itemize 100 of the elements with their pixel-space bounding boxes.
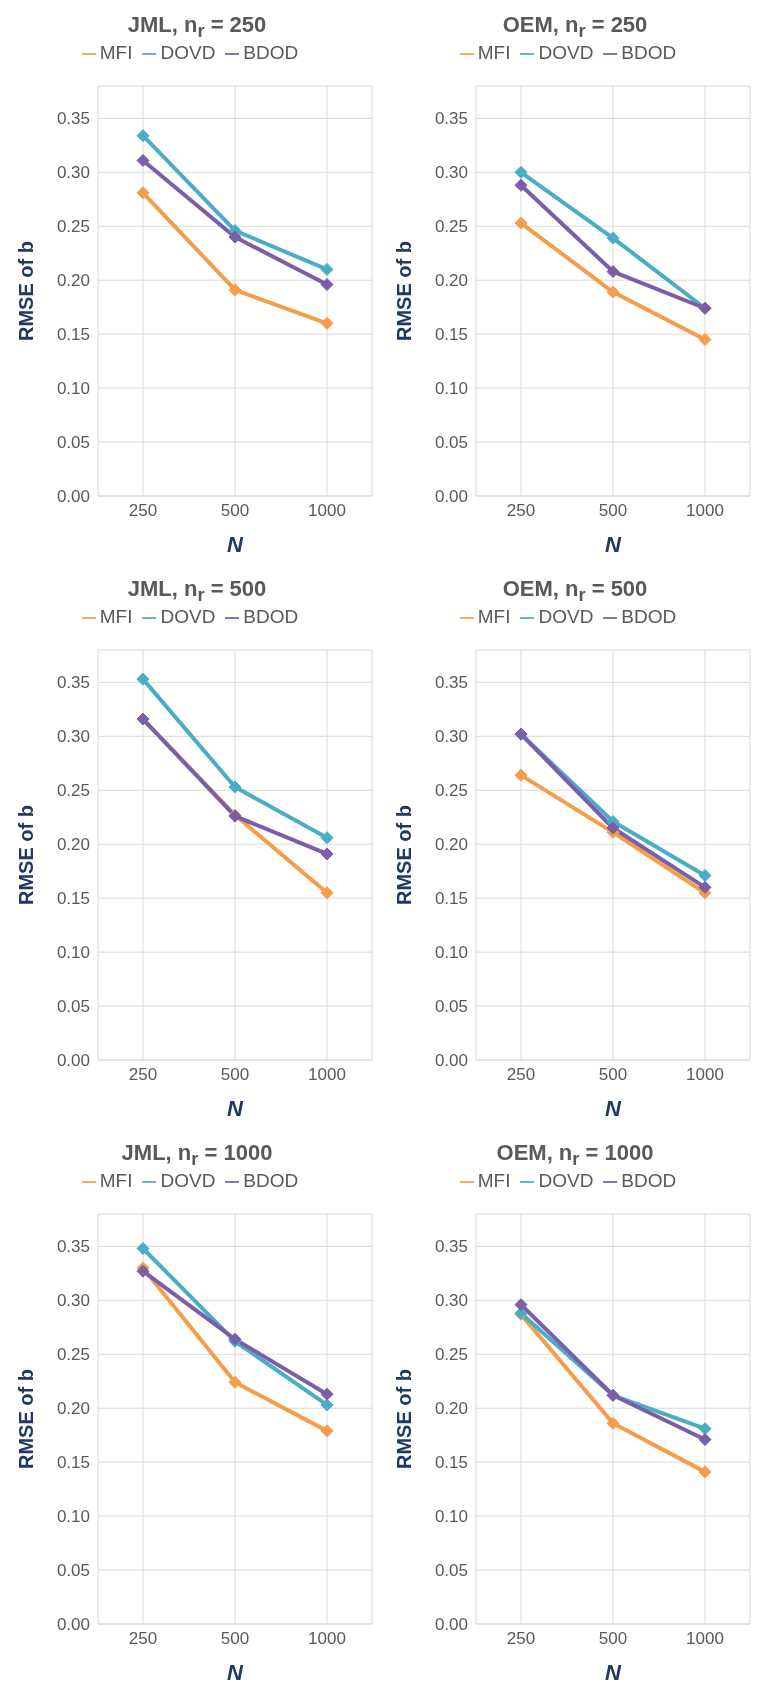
x-tick-label: 250 <box>506 1629 536 1649</box>
y-tick-label: 0.25 <box>434 1345 468 1365</box>
x-tick-label: 500 <box>598 1629 628 1649</box>
y-tick-label: 0.35 <box>434 109 468 129</box>
y-tick-label: 0.00 <box>434 1615 468 1635</box>
y-tick-label: 0.25 <box>56 781 90 801</box>
y-tick-label: 0.00 <box>56 1615 90 1635</box>
y-tick-label: 0.15 <box>434 1453 468 1473</box>
x-tick-label: 500 <box>220 501 250 521</box>
x-tick-label: 500 <box>598 1065 628 1085</box>
y-tick-label: 0.10 <box>56 1507 90 1527</box>
legend-label: MFI <box>477 1170 511 1191</box>
legend-label: BDOD <box>243 606 299 627</box>
y-tick-label: 0.15 <box>434 325 468 345</box>
x-tick-label: 250 <box>506 501 536 521</box>
y-tick-label: 0.30 <box>56 163 90 183</box>
y-axis-title: RMSE of b <box>15 1369 38 1469</box>
y-tick-label: 0.15 <box>434 889 468 909</box>
x-tick-label: 1000 <box>308 1065 346 1085</box>
chart-title: JML, n$_{r}$ = 250 <box>127 12 267 42</box>
y-tick-label: 0.35 <box>56 109 90 129</box>
y-tick-label: 0.20 <box>434 1399 468 1419</box>
legend-label: BDOD <box>243 1170 299 1191</box>
chart-title: JML, n$_{r}$ = 1000 <box>121 1140 273 1170</box>
y-axis-title: RMSE of b <box>393 1369 416 1469</box>
y-tick-label: 0.25 <box>434 781 468 801</box>
y-axis-title: RMSE of b <box>393 241 416 341</box>
x-tick-label: 1000 <box>686 1629 724 1649</box>
y-tick-label: 0.30 <box>434 727 468 747</box>
y-tick-label: 0.00 <box>434 1051 468 1071</box>
x-tick-label: 500 <box>220 1065 250 1085</box>
x-tick-label: 1000 <box>308 1629 346 1649</box>
legend-label: DOVD <box>160 606 216 627</box>
legend-label: DOVD <box>160 42 216 63</box>
legend-label: BDOD <box>621 1170 677 1191</box>
y-tick-label: 0.25 <box>434 217 468 237</box>
x-axis-title: N <box>605 1096 623 1121</box>
y-tick-label: 0.05 <box>56 1561 90 1581</box>
y-tick-label: 0.30 <box>56 1291 90 1311</box>
chart-title: OEM, n$_{r}$ = 1000 <box>496 1140 654 1170</box>
y-tick-label: 0.00 <box>434 487 468 507</box>
x-tick-label: 500 <box>220 1629 250 1649</box>
chart-title: OEM, n$_{r}$ = 500 <box>502 576 648 606</box>
chart-title: JML, n$_{r}$ = 500 <box>127 576 267 606</box>
legend-label: MFI <box>99 1170 133 1191</box>
x-axis-title: N <box>227 1096 245 1121</box>
x-axis-title: N <box>605 1660 623 1685</box>
legend-label: MFI <box>477 42 511 63</box>
x-tick-label: 500 <box>598 501 628 521</box>
legend-label: MFI <box>99 42 133 63</box>
chart-title: OEM, n$_{r}$ = 250 <box>502 12 648 42</box>
y-axis-title: RMSE of b <box>15 241 38 341</box>
legend-label: DOVD <box>538 42 594 63</box>
y-tick-label: 0.10 <box>56 379 90 399</box>
y-tick-label: 0.10 <box>434 943 468 963</box>
y-tick-label: 0.30 <box>434 1291 468 1311</box>
y-tick-label: 0.00 <box>56 1051 90 1071</box>
x-tick-label: 1000 <box>308 501 346 521</box>
y-tick-label: 0.05 <box>434 433 468 453</box>
legend-label: DOVD <box>538 606 594 627</box>
y-axis-title: RMSE of b <box>15 805 38 905</box>
y-tick-label: 0.05 <box>434 1561 468 1581</box>
x-tick-label: 250 <box>128 1629 158 1649</box>
y-tick-label: 0.15 <box>56 1453 90 1473</box>
legend-label: BDOD <box>621 42 677 63</box>
x-tick-label: 250 <box>128 501 158 521</box>
y-tick-label: 0.00 <box>56 487 90 507</box>
legend-label: MFI <box>99 606 133 627</box>
x-axis-title: N <box>227 1660 245 1685</box>
y-tick-label: 0.05 <box>56 997 90 1017</box>
y-axis-title: RMSE of b <box>393 805 416 905</box>
legend-label: BDOD <box>243 42 299 63</box>
x-axis-title: N <box>227 532 245 557</box>
legend-label: MFI <box>477 606 511 627</box>
legend-label: DOVD <box>160 1170 216 1191</box>
y-tick-label: 0.35 <box>56 673 90 693</box>
y-tick-label: 0.20 <box>56 835 90 855</box>
y-tick-label: 0.25 <box>56 217 90 237</box>
y-tick-label: 0.35 <box>434 1237 468 1257</box>
y-tick-label: 0.20 <box>434 271 468 291</box>
y-tick-label: 0.35 <box>434 673 468 693</box>
x-tick-label: 250 <box>128 1065 158 1085</box>
legend-label: DOVD <box>538 1170 594 1191</box>
x-axis-title: N <box>605 532 623 557</box>
y-tick-label: 0.20 <box>434 835 468 855</box>
y-tick-label: 0.20 <box>56 271 90 291</box>
y-tick-label: 0.30 <box>56 727 90 747</box>
y-tick-label: 0.10 <box>434 1507 468 1527</box>
y-tick-label: 0.15 <box>56 889 90 909</box>
legend-label: BDOD <box>621 606 677 627</box>
y-tick-label: 0.10 <box>56 943 90 963</box>
y-tick-label: 0.25 <box>56 1345 90 1365</box>
y-tick-label: 0.35 <box>56 1237 90 1257</box>
y-tick-label: 0.05 <box>434 997 468 1017</box>
y-tick-label: 0.30 <box>434 163 468 183</box>
x-tick-label: 1000 <box>686 501 724 521</box>
y-tick-label: 0.20 <box>56 1399 90 1419</box>
x-tick-label: 1000 <box>686 1065 724 1085</box>
y-tick-label: 0.05 <box>56 433 90 453</box>
x-tick-label: 250 <box>506 1065 536 1085</box>
